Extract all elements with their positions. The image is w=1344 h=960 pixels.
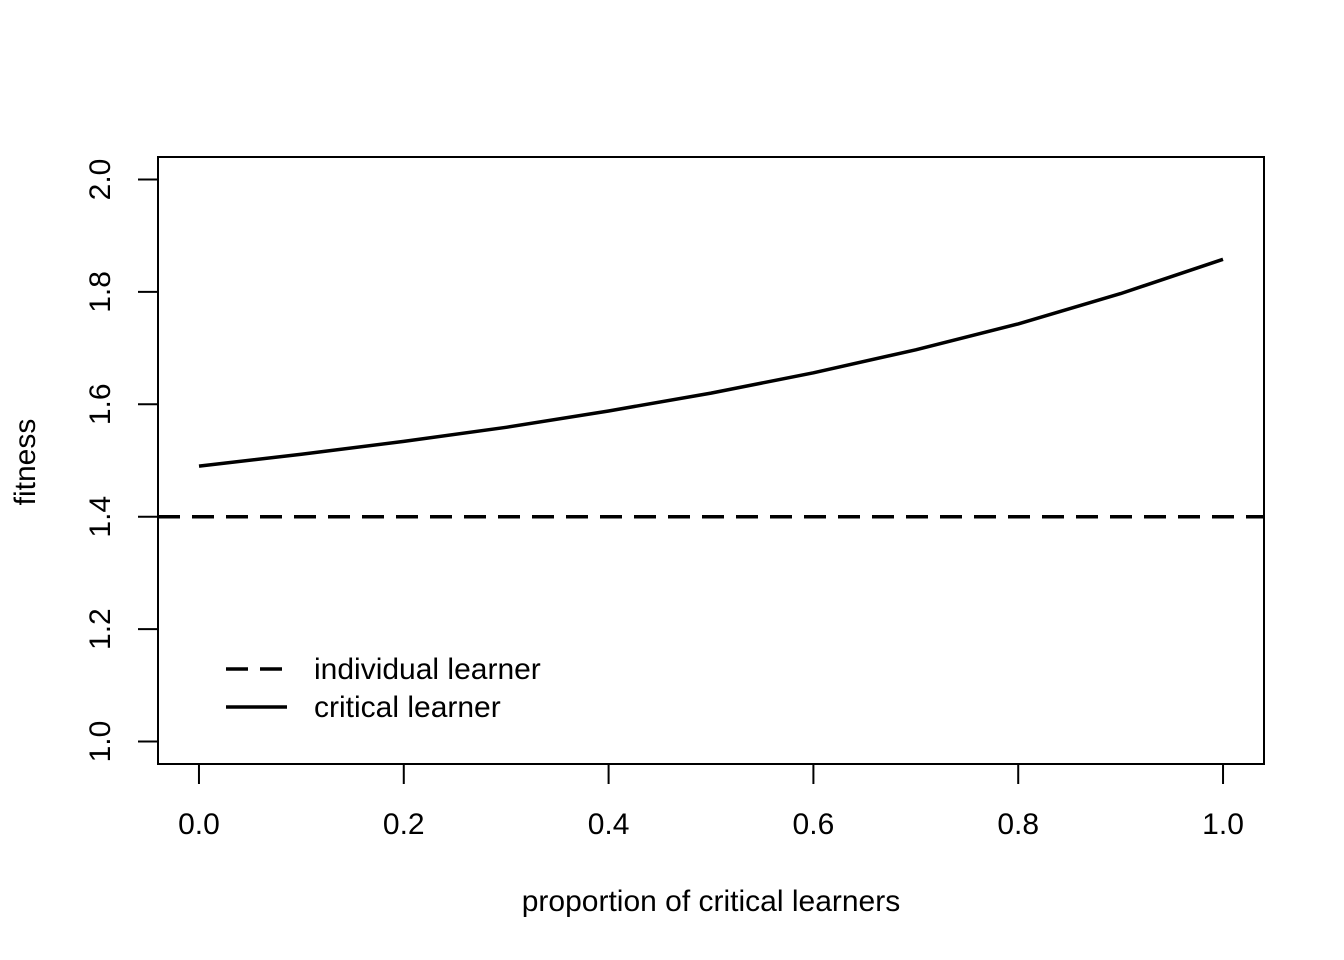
y-tick-label: 1.8 bbox=[84, 271, 117, 313]
y-tick-label: 1.6 bbox=[84, 383, 117, 425]
y-axis: 1.0 1.2 1.4 1.6 1.8 2.0 bbox=[84, 159, 159, 763]
y-tick-label: 1.2 bbox=[84, 608, 117, 650]
y-axis-label: fitness bbox=[9, 419, 42, 506]
x-tick-label: 1.0 bbox=[1202, 808, 1244, 841]
x-tick-label: 0.8 bbox=[997, 808, 1039, 841]
series-line-critical-learner bbox=[198, 257, 1224, 468]
x-tick-label: 0.6 bbox=[793, 808, 835, 841]
legend-label-individual-learner: individual learner bbox=[314, 653, 541, 686]
x-axis-label: proportion of critical learners bbox=[522, 885, 901, 918]
x-tick-label: 0.2 bbox=[383, 808, 425, 841]
y-tick-label: 1.4 bbox=[84, 496, 117, 538]
y-tick-label: 1.0 bbox=[84, 721, 117, 763]
series-layer bbox=[158, 257, 1264, 519]
legend-label-critical-learner: critical learner bbox=[314, 691, 501, 724]
x-tick-label: 0.0 bbox=[178, 808, 220, 841]
x-tick-label: 0.4 bbox=[588, 808, 630, 841]
legend: individual learner critical learner bbox=[226, 653, 541, 724]
x-axis: 0.0 0.2 0.4 0.6 0.8 1.0 bbox=[178, 763, 1244, 841]
y-tick-label: 2.0 bbox=[84, 159, 117, 201]
